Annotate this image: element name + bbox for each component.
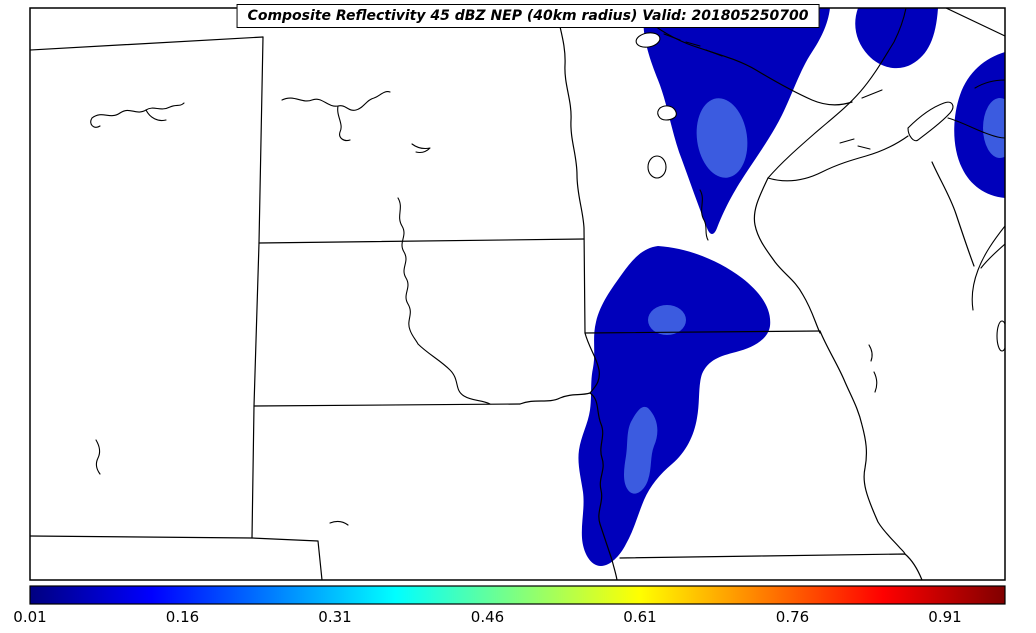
lake-superior-south-shore — [767, 135, 909, 182]
nep-core-lower-central — [624, 406, 658, 494]
border-wyoming-nebraska-colorado — [30, 535, 323, 580]
mississippi-headwaters — [699, 189, 709, 241]
border-montana-northdakota — [258, 36, 264, 244]
devils-lake — [411, 143, 431, 154]
fort-peck-fork — [90, 109, 167, 128]
mille-lacs-lake — [647, 155, 667, 179]
lake-winnebago — [996, 320, 1005, 352]
state-borders — [30, 8, 1005, 580]
wyoming-river — [95, 439, 101, 475]
border-bigsioux-river — [584, 332, 600, 394]
colorbar-tick-label: 0.01 — [13, 608, 46, 626]
canada-border-west — [30, 36, 264, 51]
colorbar-tick-label: 0.61 — [623, 608, 656, 626]
colorbar-tick-label: 0.16 — [166, 608, 199, 626]
colorbar-tick-label: 0.91 — [928, 608, 961, 626]
nep-core-upper-central — [648, 305, 686, 335]
rainy-lake-chain — [663, 33, 723, 57]
apostle-islands-2 — [857, 145, 871, 150]
green-bay-shore — [971, 225, 1005, 311]
border-minnesota-iowa — [584, 330, 821, 334]
nep-core-northern-minnesota — [696, 98, 748, 178]
nep-region-lake-superior-corner — [855, 8, 938, 69]
lake-superior-shore-east-of-keweenaw — [947, 117, 1005, 139]
apostle-islands-1 — [839, 138, 855, 144]
map-background — [30, 8, 1005, 580]
isle-royale — [861, 89, 883, 99]
lake-superior-north-shore — [767, 8, 907, 179]
border-wisconsin-michigan-menominee — [931, 161, 975, 267]
colorbar-labels: 0.01 0.16 0.31 0.46 0.61 0.76 0.91 — [13, 608, 961, 626]
canada-border-northeast-diagonal — [945, 8, 1005, 37]
colorbar-tick-label: 0.76 — [776, 608, 809, 626]
nep-core-right-edge — [983, 98, 1005, 158]
wisconsin-river-lakes-1 — [868, 344, 873, 362]
keweenaw-peninsula — [907, 101, 954, 142]
colorbar: 0.01 0.16 0.31 0.46 0.61 0.76 0.91 — [13, 585, 1006, 626]
nep-probability-regions — [578, 8, 1005, 566]
leech-lake — [657, 105, 677, 121]
border-northdakota-southdakota — [258, 238, 585, 244]
border-missouri-river-nebraska-iowa — [589, 392, 618, 580]
border-minnesota-west-red-river — [555, 8, 586, 334]
colorbar-tick-label: 0.31 — [318, 608, 351, 626]
border-minnesota-wisconsin-stcroix-mississippi — [753, 177, 821, 334]
colorbar-tick-label: 0.46 — [471, 608, 504, 626]
plot-title: Composite Reflectivity 45 dBZ NEP (40km … — [236, 4, 820, 28]
door-peninsula — [980, 243, 1005, 269]
lake-oahe-missouri-river — [397, 197, 491, 405]
border-iowa-wisconsin-mississippi — [819, 330, 906, 555]
canada-border-in-lake — [974, 79, 1005, 89]
colorbar-gradient — [29, 585, 1006, 605]
lake-sakakawea-south-bend — [337, 105, 351, 142]
wisconsin-river-lakes-2 — [873, 371, 878, 393]
border-missouri-river-southdakota-nebraska — [519, 392, 591, 405]
border-southdakota-nebraska — [253, 403, 521, 407]
niobrara-river-mark — [329, 520, 349, 526]
lake-sakakawea — [281, 91, 391, 111]
nep-region-right-edge — [954, 52, 1005, 198]
red-lake — [635, 32, 661, 48]
